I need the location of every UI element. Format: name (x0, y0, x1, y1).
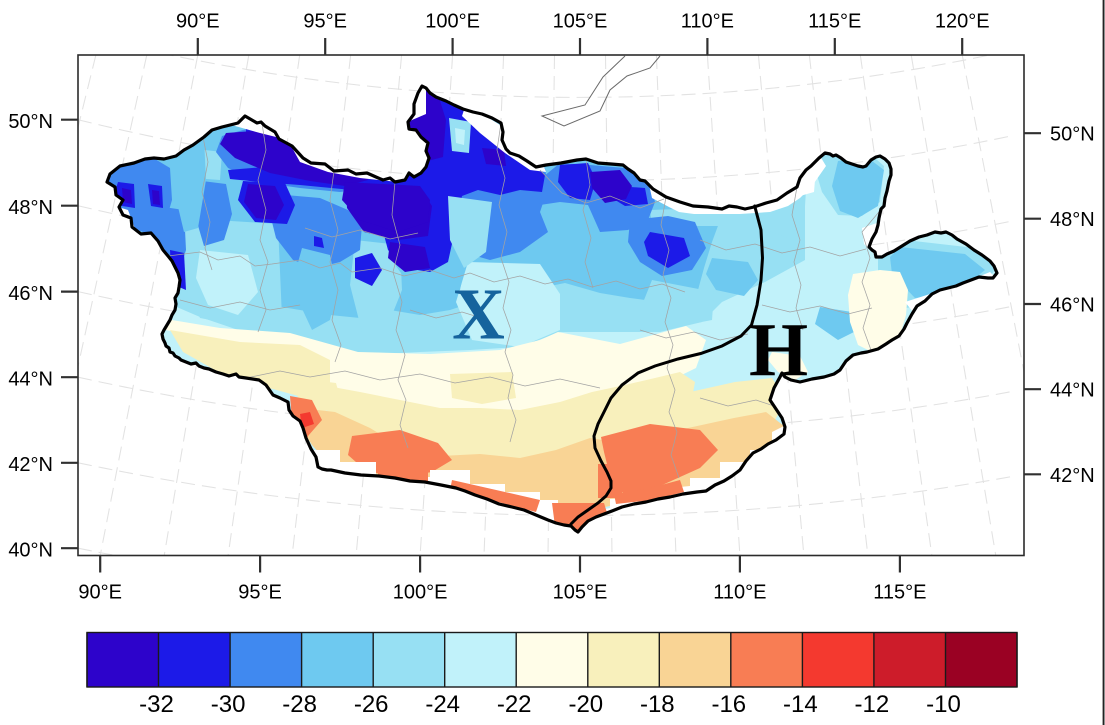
svg-text:48°N: 48°N (1050, 209, 1095, 231)
svg-text:115°E: 115°E (808, 11, 861, 33)
svg-text:120°E: 120°E (935, 11, 990, 33)
svg-text:115°E: 115°E (873, 582, 926, 604)
svg-text:100°E: 100°E (425, 11, 480, 33)
svg-text:50°N: 50°N (8, 111, 53, 133)
svg-text:90°E: 90°E (176, 11, 220, 33)
svg-text:42°N: 42°N (8, 454, 53, 476)
svg-text:-10: -10 (926, 691, 961, 718)
svg-text:44°N: 44°N (1050, 380, 1095, 402)
svg-text:-22: -22 (497, 691, 532, 718)
svg-text:100°E: 100°E (393, 582, 448, 604)
svg-text:-24: -24 (425, 691, 460, 718)
svg-text:-32: -32 (139, 691, 174, 718)
svg-text:110°E: 110°E (681, 11, 734, 33)
svg-text:50°N: 50°N (1050, 124, 1095, 146)
svg-text:48°N: 48°N (8, 197, 53, 219)
svg-text:105°E: 105°E (553, 11, 608, 33)
svg-text:95°E: 95°E (303, 11, 347, 33)
svg-text:-16: -16 (711, 691, 746, 718)
svg-text:-14: -14 (783, 691, 818, 718)
svg-text:X: X (452, 274, 505, 355)
svg-text:90°E: 90°E (78, 582, 122, 604)
svg-text:42°N: 42°N (1050, 465, 1095, 487)
svg-text:110°E: 110°E (713, 582, 766, 604)
svg-text:-26: -26 (354, 691, 389, 718)
svg-text:-30: -30 (211, 691, 246, 718)
svg-text:-20: -20 (568, 691, 603, 718)
svg-text:44°N: 44°N (8, 369, 53, 391)
svg-text:H: H (749, 308, 808, 392)
svg-text:40°N: 40°N (8, 540, 53, 562)
svg-text:95°E: 95°E (238, 582, 282, 604)
svg-text:46°N: 46°N (8, 283, 53, 305)
svg-text:46°N: 46°N (1050, 295, 1095, 317)
svg-text:-12: -12 (855, 691, 890, 718)
svg-text:105°E: 105°E (553, 582, 608, 604)
svg-text:-18: -18 (640, 691, 675, 718)
svg-text:-28: -28 (282, 691, 317, 718)
